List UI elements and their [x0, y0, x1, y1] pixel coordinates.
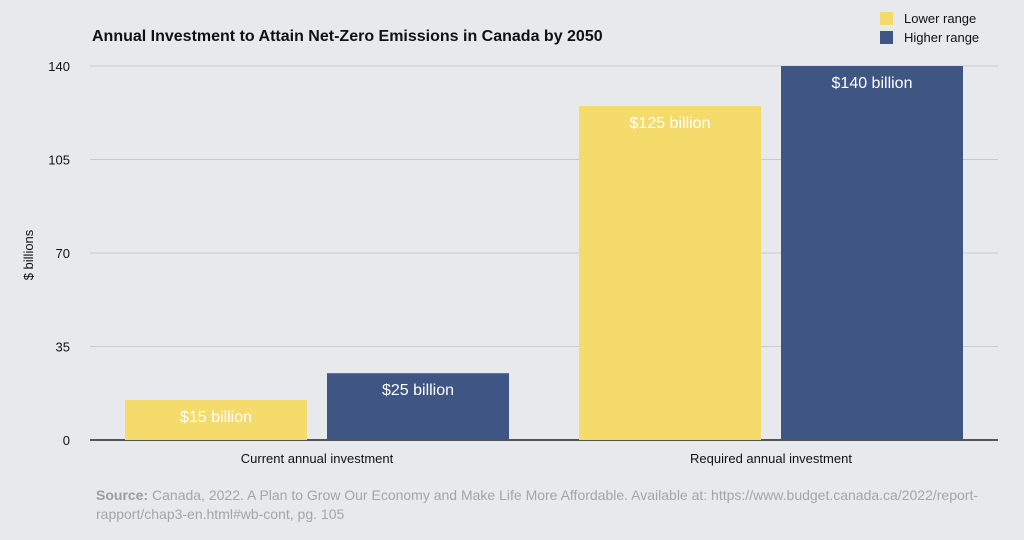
- x-tick-label: Required annual investment: [690, 451, 852, 466]
- bar-data-label: $125 billion: [630, 115, 711, 132]
- bar-data-label: $15 billion: [180, 409, 252, 426]
- y-tick-label: 105: [48, 153, 70, 168]
- chart-title: Annual Investment to Attain Net-Zero Emi…: [92, 28, 603, 45]
- x-tick-labels: Current annual investment Required annual…: [241, 451, 853, 466]
- legend-swatch: [880, 12, 893, 25]
- bar-data-label: $140 billion: [832, 75, 913, 92]
- bar-1-1: [781, 66, 963, 440]
- source-note: Source: Canada, 2022. A Plan to Grow Our…: [96, 486, 996, 524]
- y-tick-label: 70: [56, 246, 70, 261]
- y-tick-labels: 0 35 70 105 140: [48, 59, 70, 448]
- y-tick-label: 35: [56, 340, 70, 355]
- bar-data-label: $25 billion: [382, 382, 454, 399]
- source-text: Canada, 2022. A Plan to Grow Our Economy…: [96, 487, 979, 522]
- bar-0-1: [327, 373, 509, 440]
- source-label: Source:: [96, 487, 149, 503]
- legend-swatch: [880, 31, 893, 44]
- legend-label: Lower range: [904, 11, 976, 26]
- y-axis-label: $ billions: [21, 229, 36, 280]
- y-tick-label: 140: [48, 59, 70, 74]
- x-tick-label: Current annual investment: [241, 451, 394, 466]
- legend: Lower range Higher range: [880, 11, 979, 45]
- bars: $15 billion $25 billion $125 billion $140 b…: [125, 66, 963, 441]
- bar-1-0: [579, 106, 761, 441]
- y-tick-label: 0: [63, 433, 70, 448]
- bar-0-0: [125, 399, 307, 440]
- bar-chart: Annual Investment to Attain Net-Zero Emi…: [21, 11, 998, 466]
- legend-label: Higher range: [904, 30, 979, 45]
